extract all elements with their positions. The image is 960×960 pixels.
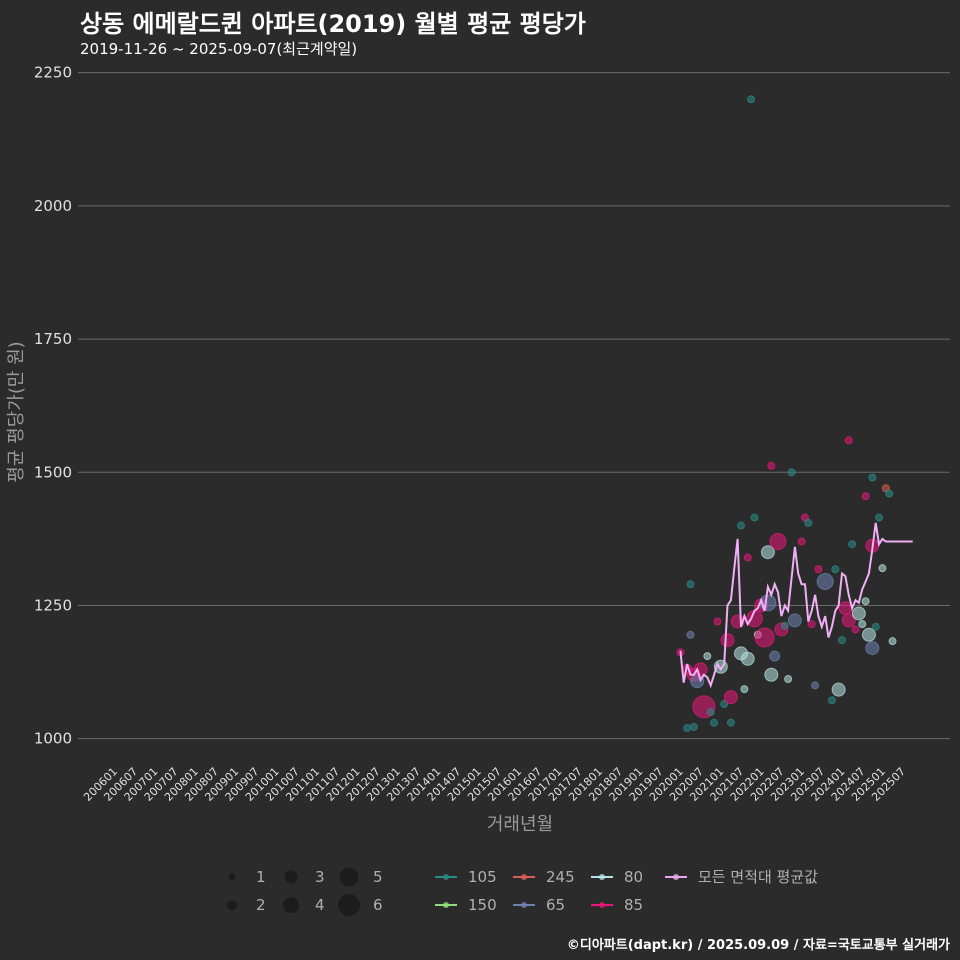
data-point [720, 633, 735, 648]
grid-lines [78, 72, 950, 740]
chart-title: 상동 에메랄드퀸 아파트(2019) 월별 평균 평당가 [80, 10, 586, 38]
data-point [861, 627, 876, 642]
data-point [885, 489, 894, 498]
x-axis-title: 거래년월 [487, 814, 553, 835]
average-line-group [679, 522, 913, 689]
data-point [750, 513, 759, 522]
data-point [703, 652, 712, 661]
data-point [780, 621, 789, 630]
data-point [861, 597, 870, 606]
data-point [871, 622, 880, 631]
y-tick-label: 1000 [34, 730, 72, 748]
legend-series-label: 150 [468, 896, 497, 914]
data-point [740, 651, 755, 666]
legend-size-marker [284, 870, 298, 884]
legend-size-label: 5 [373, 868, 383, 886]
data-points [676, 95, 897, 733]
legend-series-marker [443, 874, 449, 880]
data-point [831, 565, 840, 574]
x-axis-ticks: 2006012006072007012007072008012008072009… [81, 765, 908, 804]
legend-size-marker [227, 900, 237, 910]
legend-size-label: 6 [373, 896, 383, 914]
data-point [787, 468, 796, 477]
data-point [888, 637, 897, 646]
data-point [797, 537, 806, 546]
data-point [827, 696, 836, 705]
data-point [865, 641, 880, 656]
data-point [851, 606, 866, 621]
y-axis-title: 평균 평당가(만 원) [6, 341, 27, 482]
data-point [713, 617, 722, 626]
data-point [838, 636, 847, 645]
data-point [784, 675, 793, 684]
y-tick-label: 2250 [34, 64, 72, 82]
data-point [868, 473, 877, 482]
legend-series-marker [599, 874, 605, 880]
data-point [723, 690, 738, 705]
source-caption: ©디아파트(dapt.kr) / 2025.09.09 / 자료=국토교통부 실… [566, 938, 950, 953]
legend-series-label: 80 [624, 868, 643, 886]
data-point [861, 492, 870, 501]
legend: 1 2 3 4 5 6 105 150 245 65 80 85 모든 면적대 평균값 [227, 867, 818, 916]
data-point [848, 540, 857, 549]
legend-series-marker [521, 874, 527, 880]
data-point [875, 513, 884, 522]
y-axis-ticks: 1000 1250 1500 1750 2000 2250 [34, 64, 72, 748]
data-point [831, 682, 846, 697]
legend-size-marker [283, 897, 299, 913]
data-point [807, 620, 816, 629]
data-point [747, 95, 756, 104]
legend-series-marker [599, 902, 605, 908]
y-tick-label: 1250 [34, 596, 72, 614]
data-point [726, 718, 735, 727]
data-point [720, 700, 729, 709]
legend-series-label: 105 [468, 868, 497, 886]
legend-series-label: 65 [546, 896, 565, 914]
data-point [706, 708, 715, 717]
data-point [769, 650, 781, 662]
y-tick-label: 1500 [34, 463, 72, 481]
legend-size-label: 4 [315, 896, 325, 914]
data-point [844, 436, 853, 445]
data-point [769, 533, 787, 551]
data-point [737, 521, 746, 530]
data-point [878, 564, 887, 573]
legend-series-label: 모든 면적대 평균값 [698, 868, 818, 886]
data-point [858, 620, 867, 629]
legend-size-label: 2 [256, 896, 266, 914]
legend-size-marker [338, 894, 360, 916]
data-point [760, 545, 775, 560]
legend-series-marker [521, 902, 527, 908]
data-point [683, 724, 692, 733]
data-point [851, 625, 860, 634]
data-point [686, 630, 695, 639]
data-point [754, 627, 775, 648]
data-point [740, 685, 749, 694]
legend-series-marker [673, 874, 679, 880]
data-point [767, 461, 776, 470]
legend-series-label: 245 [546, 868, 575, 886]
data-point [814, 565, 823, 574]
y-tick-label: 2000 [34, 197, 72, 215]
data-point [816, 573, 834, 591]
legend-size-label: 1 [256, 868, 266, 886]
data-point [787, 613, 802, 628]
y-tick-label: 1750 [34, 330, 72, 348]
data-point [804, 518, 813, 527]
legend-size-marker [228, 873, 236, 881]
average-line [679, 522, 913, 689]
data-point [710, 718, 719, 727]
data-point [841, 613, 856, 628]
data-point [764, 667, 779, 682]
data-point [743, 553, 752, 562]
chart-subtitle: 2019-11-26 ~ 2025-09-07(최근계약일) [80, 40, 358, 58]
data-point [686, 580, 695, 589]
legend-size-marker [339, 867, 359, 887]
data-point [689, 722, 698, 731]
legend-series-label: 85 [624, 896, 643, 914]
legend-series-marker [443, 902, 449, 908]
legend-size-label: 3 [315, 868, 325, 886]
data-point [811, 681, 820, 690]
